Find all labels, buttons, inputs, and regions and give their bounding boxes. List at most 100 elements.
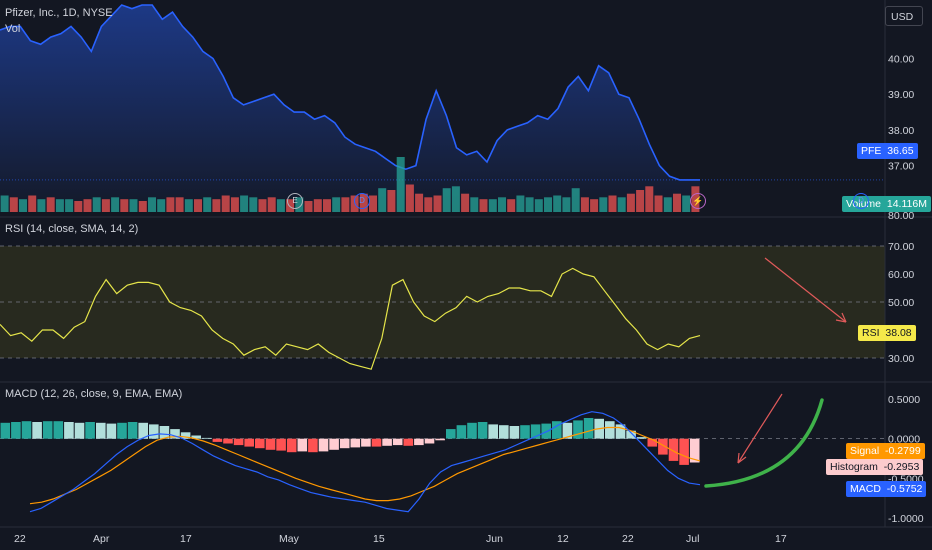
volume-bar	[111, 197, 120, 212]
histogram-bar	[679, 438, 689, 465]
volume-bar	[626, 193, 635, 212]
histogram-bar	[159, 426, 170, 439]
vol-label[interactable]: Vol	[5, 23, 21, 35]
histogram-bar	[329, 438, 339, 450]
macd-tag: MACD -0.5752	[846, 481, 927, 497]
symbol-title[interactable]: Pfizer, Inc., 1D, NYSE	[5, 7, 113, 19]
histogram-bar	[180, 432, 191, 439]
histogram-bar	[456, 425, 467, 439]
price-axis-label: 38.00	[888, 125, 914, 137]
volume-bar	[175, 197, 184, 212]
histogram-bar	[223, 438, 233, 444]
volume-bar	[138, 201, 147, 212]
volume-bar	[203, 197, 212, 212]
split-lightning-icon[interactable]: ⚡	[690, 193, 706, 209]
volume-bar	[194, 199, 202, 212]
signal-tag-value: -0.2799	[885, 445, 921, 457]
annotations	[704, 257, 847, 488]
volume-bar	[378, 188, 387, 212]
histogram-bar	[127, 422, 138, 439]
volume-bar	[46, 197, 55, 212]
histogram-bar	[424, 438, 435, 444]
volume-bar	[673, 193, 681, 212]
histogram-bar	[477, 422, 488, 439]
volume-bar	[101, 199, 110, 212]
histogram-tag-label: Histogram	[830, 461, 878, 473]
date-label: 17	[775, 533, 787, 545]
macd-title[interactable]: MACD (12, 26, close, 9, EMA, EMA)	[5, 388, 183, 400]
macd-line	[29, 411, 701, 513]
histogram-bar	[658, 438, 668, 455]
volume-bar	[415, 193, 424, 212]
rsi-title[interactable]: RSI (14, close, SMA, 14, 2)	[5, 223, 139, 235]
histogram-bar	[530, 424, 541, 439]
volume-bar	[55, 199, 64, 212]
volume-bar	[654, 195, 663, 212]
rsi-axis-label: 60.00	[888, 269, 914, 281]
histogram-bar	[435, 438, 445, 441]
date-label: Apr	[93, 533, 110, 545]
histogram-bar	[583, 418, 594, 439]
volume-bar	[451, 186, 460, 212]
volume-bar	[83, 199, 92, 212]
histogram-tag-value: -0.2953	[883, 461, 920, 473]
macd-pane	[0, 411, 885, 513]
histogram-bar	[202, 437, 212, 439]
volume-bar	[184, 199, 193, 212]
volume-bar	[442, 188, 451, 212]
histogram-bar	[32, 422, 42, 439]
currency-button[interactable]: USD	[885, 6, 923, 26]
volume-bar	[230, 197, 239, 212]
histogram-bar	[414, 438, 424, 446]
histogram-bar	[276, 438, 286, 451]
histogram-bar	[467, 422, 477, 439]
red-arrow-head	[835, 312, 847, 323]
price-tag: PFE 36.65	[857, 143, 918, 159]
volume-bar	[562, 197, 571, 212]
histogram-bar	[74, 422, 85, 439]
red-arrow-shaft-macd	[737, 393, 783, 464]
rsi-tag-label: RSI	[862, 327, 880, 339]
histogram-bar	[361, 438, 371, 447]
histogram-bar	[562, 422, 573, 439]
histogram-bar	[149, 424, 159, 439]
dividend-icon[interactable]: D	[354, 193, 370, 209]
volume-bar	[405, 184, 414, 212]
volume-bar	[608, 195, 617, 212]
volume-bar	[74, 201, 83, 212]
volume-bar	[663, 197, 672, 212]
histogram-bar	[520, 425, 530, 439]
histogram-bar	[21, 421, 32, 439]
volume-bar	[571, 188, 580, 212]
volume-bar	[387, 190, 396, 212]
volume-bar	[488, 199, 497, 212]
histogram-bar	[403, 438, 414, 446]
volume-bar	[396, 157, 405, 212]
volume-bar	[590, 199, 599, 212]
price-axis-label: 40.00	[888, 54, 914, 66]
volume-bar	[19, 199, 27, 212]
time-scale: 22 Apr 17 May 15 Jun 12 22 Jul 17	[14, 533, 787, 545]
histogram-bar	[371, 438, 382, 447]
histogram-bar	[233, 438, 244, 446]
date-label: 17	[180, 533, 192, 545]
volume-bar	[636, 190, 645, 212]
histogram-bar	[647, 438, 658, 447]
volume-tag-value: 14.116M	[886, 198, 927, 210]
macd-axis-label: 0.0000	[888, 434, 920, 446]
date-label: Jun	[486, 533, 503, 545]
price-axis-label: 37.00	[888, 161, 914, 173]
histogram-bar	[636, 437, 647, 439]
volume-bar	[341, 197, 350, 212]
signal-line	[29, 426, 701, 505]
rsi-axis-label: 30.00	[888, 353, 914, 365]
volume-bar	[258, 199, 267, 212]
histogram-bar	[11, 422, 21, 439]
earnings-icon[interactable]: E	[287, 193, 303, 209]
red-arrow-head-macd	[737, 452, 747, 464]
rsi-axis-label: 70.00	[888, 241, 914, 253]
histogram-bar	[117, 422, 127, 439]
volume-bar	[525, 197, 534, 212]
dividend-icon-future[interactable]: D	[853, 193, 869, 209]
